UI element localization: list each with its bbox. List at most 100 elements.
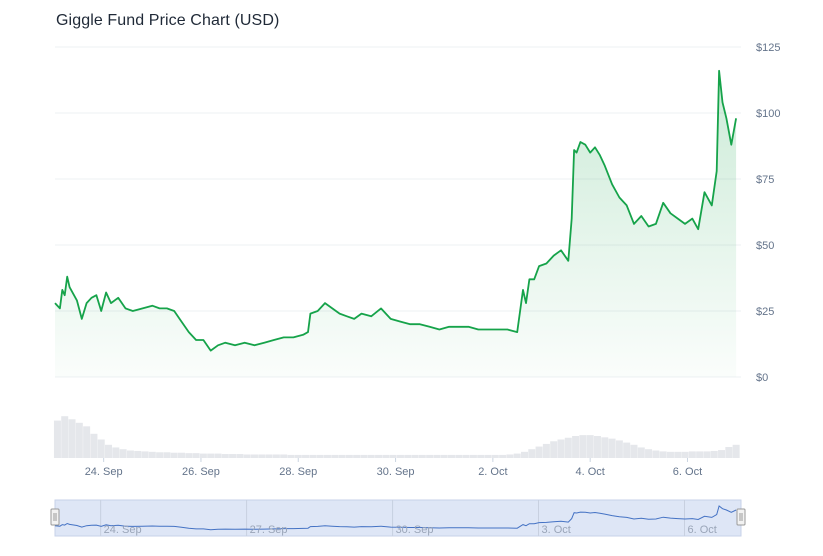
volume-bar (499, 454, 507, 458)
x-tick-label: 6. Oct (673, 466, 702, 478)
volume-bar (542, 443, 550, 458)
volume-bar (418, 454, 426, 458)
volume-bar (469, 454, 477, 458)
y-tick-label: $0 (756, 372, 768, 384)
volume-bar (608, 438, 616, 458)
navigator-tick-label: 27. Sep (250, 524, 288, 536)
volume-bar (199, 453, 207, 458)
volume-bar (477, 454, 485, 458)
navigator[interactable]: 24. Sep 27. Sep 30. Sep 3. Oct 6. Oct (50, 499, 746, 537)
volume-bar (97, 439, 105, 458)
volume-bar (119, 449, 127, 458)
volume-bar (360, 454, 368, 458)
volume-bar (593, 436, 601, 458)
volume-bar (309, 454, 317, 458)
navigator-gridlines (100, 500, 685, 536)
navigator-axis: 24. Sep 27. Sep 30. Sep 3. Oct 6. Oct (104, 524, 717, 536)
volume-bar (688, 451, 696, 458)
volume-bar (725, 447, 733, 458)
volume-bar (732, 444, 740, 458)
volume-bar (294, 454, 302, 458)
y-tick-label: $25 (756, 306, 774, 318)
volume-bar (345, 454, 353, 458)
navigator-tick-label: 3. Oct (542, 524, 571, 536)
volume-bar (141, 451, 149, 458)
navigator-window[interactable] (54, 499, 742, 537)
volume-bar (287, 454, 295, 458)
volume-bar (192, 453, 200, 458)
navigator-left-handle[interactable] (50, 508, 60, 526)
volume-bar (630, 444, 638, 458)
navigator-right-handle[interactable] (736, 508, 746, 526)
volume-bar (389, 454, 397, 458)
volume-bar (338, 454, 346, 458)
volume-bar (703, 451, 711, 458)
volume-bar (243, 454, 251, 458)
volume-bar (126, 450, 134, 458)
volume-bar (367, 454, 375, 458)
price-line[interactable] (54, 69, 737, 352)
volume-bar (185, 453, 193, 458)
volume-bar (280, 454, 288, 458)
volume-bar (112, 447, 120, 458)
volume-bar (710, 450, 718, 458)
volume-bar (331, 454, 339, 458)
volume-bar (623, 442, 631, 458)
volume-bar (156, 452, 164, 458)
volume-bar (696, 451, 704, 458)
volume-bar (506, 454, 514, 458)
volume-bar (645, 449, 653, 458)
volume-bar (236, 454, 244, 458)
volume-bar (272, 454, 280, 458)
volume-bar (250, 454, 258, 458)
volume-bar (572, 436, 580, 458)
volume-bar (718, 450, 726, 458)
navigator-tick-label: 6. Oct (687, 524, 716, 536)
x-tick-label: 30. Sep (377, 466, 415, 478)
x-axis: 24. Sep 26. Sep 28. Sep 30. Sep 2. Oct 4. Oct… (85, 458, 702, 478)
volume-bar (90, 433, 98, 458)
volume-bar (105, 444, 113, 458)
y-axis: $0 $25 $50 $75 $100 $125 (756, 42, 780, 384)
x-tick-label: 2. Oct (478, 466, 507, 478)
volume-bar (666, 451, 674, 458)
volume-bar (564, 437, 572, 458)
volume-bar (652, 450, 660, 458)
volume-bar (535, 446, 543, 458)
navigator-tick-label: 24. Sep (104, 524, 142, 536)
volume-bar (61, 416, 69, 458)
volume-bar (83, 426, 91, 458)
y-tick-label: $75 (756, 174, 774, 186)
volume-bar (615, 440, 623, 458)
volume-bar (557, 439, 565, 458)
y-tick-label: $50 (756, 240, 774, 252)
volume-bar (68, 419, 76, 458)
y-tick-label: $125 (756, 42, 780, 54)
volume-bar (75, 422, 83, 458)
volume-bar (601, 437, 609, 458)
volume-bar (579, 435, 587, 458)
x-tick-label: 26. Sep (182, 466, 220, 478)
volume-bar (681, 451, 689, 458)
volume-bar (484, 454, 492, 458)
volume-bars (53, 416, 740, 458)
volume-bar (396, 454, 404, 458)
x-tick-label: 28. Sep (279, 466, 317, 478)
volume-bar (302, 454, 310, 458)
volume-bar (586, 435, 594, 458)
volume-bar (148, 451, 156, 458)
volume-bar (513, 453, 521, 458)
volume-bar (411, 454, 419, 458)
volume-bar (177, 452, 185, 458)
volume-bar (550, 441, 558, 458)
y-tick-label: $100 (756, 108, 780, 120)
volume-bar (265, 454, 273, 458)
volume-bar (455, 454, 463, 458)
volume-bar (382, 454, 390, 458)
volume-bar (258, 454, 266, 458)
volume-bar (404, 454, 412, 458)
volume-bar (214, 453, 222, 458)
volume-bar (375, 454, 383, 458)
volume-bar (134, 450, 142, 458)
